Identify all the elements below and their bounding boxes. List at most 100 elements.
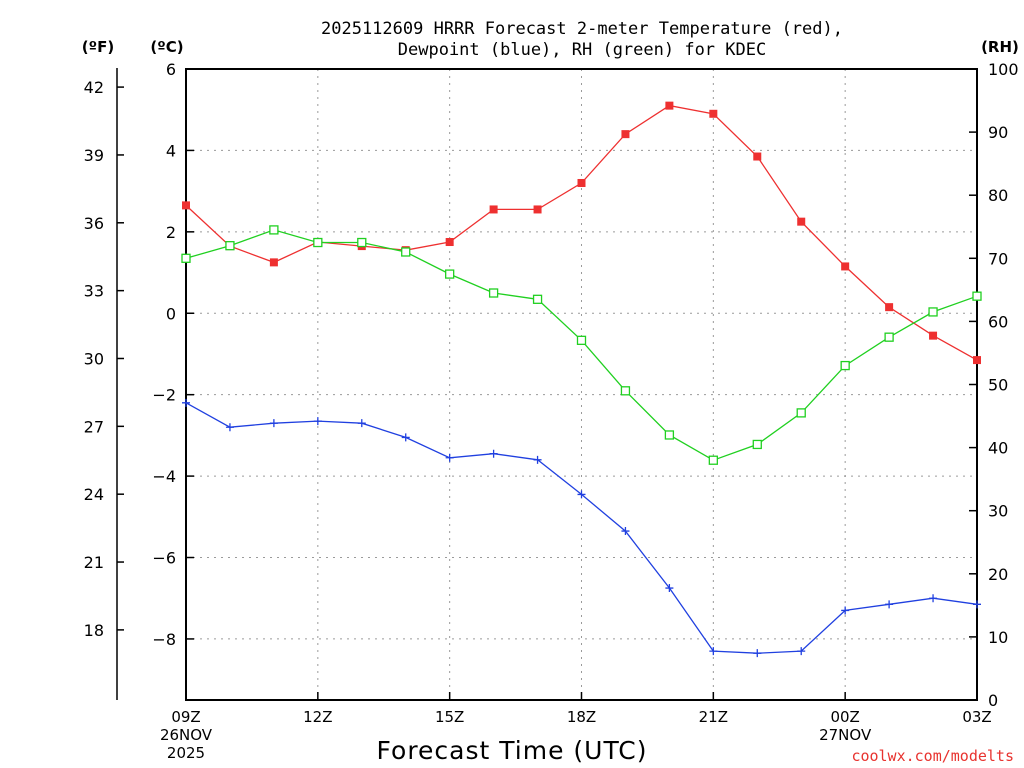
chart-title-line1: 2025112609 HRRR Forecast 2-meter Tempera… — [321, 19, 843, 39]
dewpoint-point-8 — [533, 455, 542, 464]
temperature-point-8 — [533, 205, 542, 214]
dewpoint-point-2 — [269, 419, 278, 428]
dewpoint-point-10 — [621, 527, 630, 536]
rh-tick-label-0: 100 — [988, 60, 1019, 79]
x-tick-label-0: 09Z — [171, 708, 200, 726]
dewpoint-point-14 — [797, 647, 806, 656]
x-tick-label-4: 21Z — [699, 708, 728, 726]
dewpoint-point-18 — [973, 600, 981, 609]
rh-point-0 — [181, 253, 191, 263]
temperature-point-17 — [929, 331, 938, 340]
x-tick-date-5: 27NOV — [819, 726, 872, 744]
temperature-point-11 — [665, 101, 674, 110]
c-tick-label-4: −2 — [152, 386, 176, 405]
rh-point-13 — [752, 439, 762, 450]
dewpoint-point-0 — [182, 398, 190, 407]
rh-tick-label-1: 90 — [988, 123, 1008, 142]
c-tick-label-7: −8 — [152, 630, 176, 649]
x-tick-label-1: 12Z — [303, 708, 332, 726]
dewpoint-point-9 — [577, 490, 586, 499]
rh-unit-label: (RH) — [981, 38, 1019, 56]
celsius-unit-label: (ºC) — [150, 38, 183, 56]
c-tick-label-0: 6 — [166, 60, 176, 79]
c-tick-label-1: 4 — [166, 141, 176, 160]
dewpoint-point-16 — [885, 600, 894, 609]
f-tick-label-3: 33 — [84, 282, 104, 301]
dewpoint-point-13 — [753, 649, 762, 658]
rh-point-2 — [269, 225, 279, 235]
f-tick-label-6: 24 — [84, 485, 104, 504]
chart-title-line2: Dewpoint (blue), RH (green) for KDEC — [398, 40, 766, 60]
rh-tick-label-5: 50 — [988, 376, 1008, 395]
c-tick-label-3: 0 — [166, 304, 176, 323]
dewpoint-point-5 — [401, 433, 410, 442]
rh-point-18 — [972, 291, 982, 301]
f-tick-label-8: 18 — [84, 621, 104, 640]
f-tick-label-1: 39 — [84, 146, 104, 165]
x-axis-title: Forecast Time (UTC) — [377, 736, 648, 765]
rh-point-16 — [884, 332, 894, 342]
temperature-point-15 — [841, 262, 850, 271]
c-tick-label-2: 2 — [166, 223, 176, 242]
x-tick-year-0: 2025 — [167, 744, 205, 762]
f-tick-label-2: 36 — [84, 214, 104, 233]
dewpoint-point-3 — [313, 417, 322, 426]
rh-tick-label-4: 60 — [988, 312, 1008, 331]
rh-point-11 — [664, 430, 675, 440]
temperature-point-10 — [621, 130, 630, 139]
temperature-point-18 — [973, 356, 981, 365]
x-tick-date-0: 26NOV — [160, 726, 213, 744]
rh-tick-label-8: 20 — [988, 565, 1008, 584]
fahrenheit-unit-label: (ºF) — [82, 38, 114, 56]
x-tick-label-6: 03Z — [962, 708, 991, 726]
rh-point-10 — [620, 386, 631, 396]
rh-tick-label-6: 40 — [988, 439, 1008, 458]
rh-point-12 — [708, 455, 718, 465]
f-tick-label-7: 21 — [84, 553, 104, 572]
f-tick-label-4: 30 — [84, 349, 104, 368]
c-tick-label-5: −4 — [152, 467, 176, 486]
celsius-axis: 6 4 2 0 −2 −4 −6 −8 — [152, 60, 194, 649]
rh-point-7 — [488, 288, 499, 298]
rh-point-9 — [576, 335, 587, 345]
series-layer — [181, 101, 982, 658]
rh-point-6 — [445, 269, 455, 279]
dewpoint-point-6 — [445, 453, 454, 462]
temperature-point-16 — [885, 303, 894, 312]
x-tick-label-3: 18Z — [567, 708, 596, 726]
dewpoint-point-15 — [841, 606, 850, 615]
c-tick-label-6: −6 — [152, 549, 176, 568]
rh-tick-label-3: 70 — [988, 249, 1008, 268]
rh-tick-label-7: 30 — [988, 502, 1008, 521]
rh-point-1 — [225, 241, 235, 251]
dewpoint-point-7 — [489, 449, 498, 458]
temperature-point-14 — [797, 217, 806, 226]
temperature-point-0 — [182, 201, 190, 210]
rh-point-3 — [313, 237, 323, 248]
dewpoint-point-1 — [225, 423, 234, 432]
rh-tick-label-2: 80 — [988, 186, 1008, 205]
dewpoint-series — [182, 398, 981, 658]
fahrenheit-axis: 42 39 36 33 30 27 24 21 18 — [84, 78, 124, 640]
x-tick-label-5: 00Z — [830, 708, 859, 726]
temperature-point-12 — [709, 109, 718, 118]
temperature-point-9 — [577, 178, 586, 187]
f-tick-label-0: 42 — [84, 78, 104, 97]
rh-tick-label-9: 10 — [988, 628, 1008, 647]
rh-point-5 — [401, 247, 411, 257]
temperature-series — [182, 101, 981, 365]
f-tick-label-5: 27 — [84, 417, 104, 436]
rh-point-8 — [532, 294, 543, 304]
temperature-point-7 — [489, 205, 498, 214]
dewpoint-point-11 — [665, 584, 674, 593]
credit-label: coolwx.com/modelts — [851, 747, 1014, 765]
rh-series — [181, 225, 982, 465]
rh-tick-label-10: 0 — [988, 691, 998, 710]
temperature-point-2 — [269, 258, 278, 267]
temperature-point-6 — [445, 238, 454, 247]
rh-point-17 — [928, 307, 938, 317]
x-tick-label-2: 15Z — [435, 708, 464, 726]
